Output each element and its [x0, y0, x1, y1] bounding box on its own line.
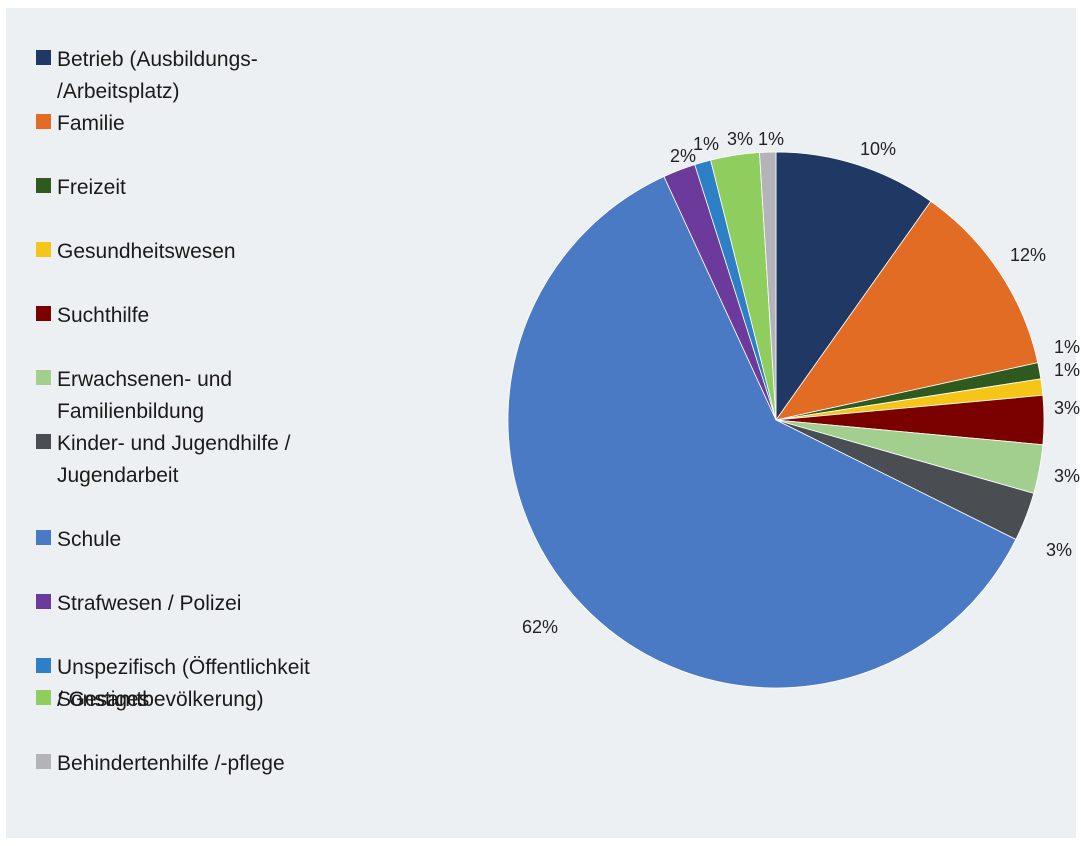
- data-label: 3%: [1054, 398, 1080, 418]
- legend-item: Strafwesen / Polizei: [36, 588, 377, 620]
- pie-slice: [507, 175, 1017, 689]
- data-label: 1%: [693, 134, 719, 154]
- legend-label: Behindertenhilfe /-pflege: [57, 752, 285, 775]
- legend-item: Familie: [36, 108, 377, 140]
- legend-label: Betrieb (Ausbildungs- /Arbeitsplatz): [57, 48, 258, 103]
- legend-swatch: [36, 690, 51, 705]
- legend-item: Suchthilfe: [36, 300, 377, 332]
- legend-label: Erwachsenen- und Familienbildung: [57, 368, 233, 423]
- legend-swatch: [36, 530, 51, 545]
- data-label: 12%: [1010, 245, 1046, 265]
- legend-item: Behindertenhilfe /-pflege: [36, 748, 377, 780]
- legend-label: Gesundheitswesen: [57, 240, 236, 263]
- legend-label: Familie: [57, 112, 125, 135]
- legend-item: Freizeit: [36, 172, 377, 204]
- legend-swatch: [36, 50, 51, 65]
- data-label: 62%: [522, 617, 558, 637]
- pie-slice: [775, 151, 932, 422]
- legend-label: Suchthilfe: [57, 304, 150, 327]
- legend-swatch: [36, 178, 51, 193]
- data-label: 3%: [1046, 540, 1072, 560]
- legend-label: Freizeit: [57, 176, 126, 199]
- legend-swatch: [36, 594, 51, 609]
- legend-label: Schule: [57, 528, 122, 551]
- legend-swatch: [36, 658, 51, 673]
- legend-item: Schule: [36, 524, 377, 556]
- data-label: 3%: [1054, 466, 1080, 486]
- legend-swatch: [36, 306, 51, 321]
- data-label: 10%: [860, 139, 896, 159]
- legend-swatch: [36, 370, 51, 385]
- data-label: 1%: [1054, 337, 1080, 357]
- pie-slice: [759, 151, 777, 421]
- data-label: 3%: [727, 129, 753, 149]
- legend-swatch: [36, 434, 51, 449]
- legend-swatch: [36, 242, 51, 257]
- legend-item: Gesundheitswesen: [36, 236, 377, 268]
- legend-label: Sonstiges: [57, 688, 150, 711]
- data-label: 1%: [1054, 360, 1080, 380]
- legend-swatch: [36, 114, 51, 129]
- legend-item: Betrieb (Ausbildungs- /Arbeitsplatz): [36, 44, 377, 108]
- legend-item: Unspezifisch (Öffentlichkeit / Gesamtbev…: [36, 652, 377, 716]
- legend-item: Erwachsenen- und Familienbildung: [36, 364, 377, 428]
- pie-slice: [775, 200, 1039, 421]
- legend-label: Unspezifisch (Öffentlichkeit / Gesamtbev…: [57, 656, 310, 711]
- data-label: 2%: [670, 146, 696, 166]
- legend-item: Sonstiges: [36, 684, 377, 716]
- legend-label: Kinder- und Jugendhilfe / Jugendarbeit: [57, 432, 291, 487]
- legend-swatch: [36, 754, 51, 769]
- data-label: 1%: [758, 129, 784, 149]
- legend-label: Strafwesen / Polizei: [57, 592, 242, 615]
- legend-item: Kinder- und Jugendhilfe / Jugendarbeit: [36, 428, 377, 492]
